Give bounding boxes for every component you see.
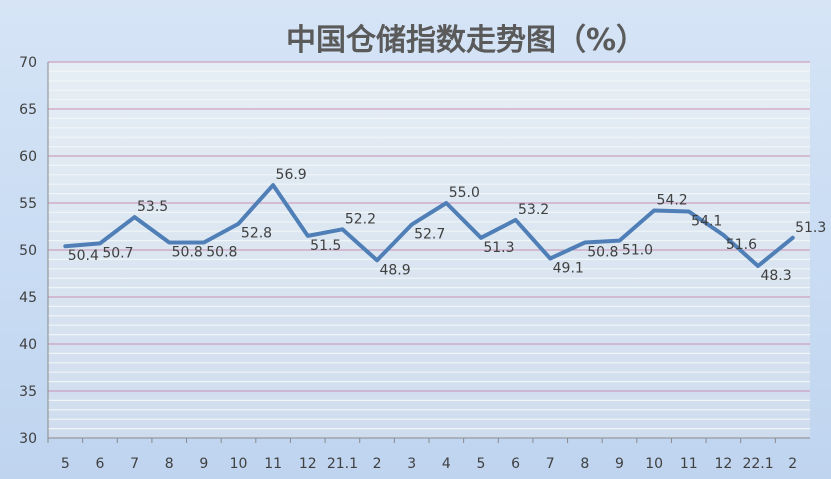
data-label: 51.5 bbox=[310, 238, 341, 254]
x-tick-label: 7 bbox=[130, 456, 139, 472]
x-tick-label: 11 bbox=[680, 456, 698, 472]
data-label: 51.6 bbox=[726, 237, 757, 253]
data-labels: 50.4 50.753.550.8 50.852.856.951.552.248.9… bbox=[68, 167, 827, 284]
x-tick-label: 6 bbox=[511, 456, 520, 472]
x-tick-label: 10 bbox=[645, 456, 663, 472]
data-label: 51.3 bbox=[795, 220, 826, 236]
data-label: 49.1 bbox=[553, 260, 584, 276]
x-tick-label: 10 bbox=[230, 456, 248, 472]
y-tick-labels: 30 35 40 45 50 55 60 65 70 bbox=[19, 55, 37, 447]
x-tick-label: 2 bbox=[788, 456, 797, 472]
y-tick-label: 35 bbox=[19, 384, 37, 400]
x-tick-labels: 5 6 7 8 9 10 11 12 21.1 2 3 4 5 6 7 8 9 10 11 12 22.1 2 bbox=[47, 438, 797, 472]
major-grid bbox=[48, 61, 810, 392]
data-label: 54.1 bbox=[691, 213, 722, 229]
x-tick-label: 12 bbox=[299, 456, 317, 472]
x-tick-label: 7 bbox=[546, 456, 555, 472]
data-label: 51.0 bbox=[622, 243, 653, 259]
x-tick-label: 5 bbox=[476, 456, 485, 472]
series-line bbox=[63, 183, 795, 268]
data-label: 51.3 bbox=[483, 240, 514, 256]
x-tick-label: 2 bbox=[373, 456, 382, 472]
x-tick-label: 8 bbox=[165, 456, 174, 472]
x-tick-label: 9 bbox=[615, 456, 624, 472]
x-tick-label: 9 bbox=[199, 456, 208, 472]
data-label: 52.7 bbox=[414, 227, 445, 243]
data-label: 50.8 bbox=[587, 244, 618, 260]
x-tick-label: 3 bbox=[407, 456, 416, 472]
data-label: 48.3 bbox=[760, 268, 791, 284]
x-tick-label: 12 bbox=[714, 456, 732, 472]
y-tick-label: 55 bbox=[19, 196, 37, 212]
x-tick-label: 6 bbox=[95, 456, 104, 472]
data-label: 55.0 bbox=[449, 185, 480, 201]
data-label: 50.8 bbox=[172, 244, 203, 260]
data-label: 50.4 bbox=[68, 248, 99, 264]
data-label: 50.8 bbox=[206, 244, 237, 260]
data-label: 52.8 bbox=[241, 226, 272, 242]
y-tick-label: 30 bbox=[19, 431, 37, 447]
y-tick-label: 40 bbox=[19, 337, 37, 353]
y-tick-label: 45 bbox=[19, 290, 37, 306]
x-tick-label: 11 bbox=[264, 456, 282, 472]
x-tick-label: 21.1 bbox=[327, 456, 358, 472]
data-label: 54.2 bbox=[657, 193, 688, 209]
y-tick-label: 70 bbox=[19, 55, 37, 71]
data-label: 53.5 bbox=[137, 199, 168, 215]
x-tick-label: 22.1 bbox=[742, 456, 773, 472]
data-label: 56.9 bbox=[276, 167, 307, 183]
y-tick-label: 60 bbox=[19, 149, 37, 165]
y-tick-label: 65 bbox=[19, 102, 37, 118]
x-tick-label: 8 bbox=[580, 456, 589, 472]
x-tick-label: 5 bbox=[61, 456, 70, 472]
data-label: 53.2 bbox=[518, 202, 549, 218]
y-tick-label: 50 bbox=[19, 243, 37, 259]
data-label: 48.9 bbox=[379, 262, 410, 278]
data-label: 50.7 bbox=[102, 245, 133, 261]
data-label: 52.2 bbox=[345, 211, 376, 227]
chart-title: 中国仓储指数走势图（%） bbox=[286, 23, 646, 58]
x-tick-label: 4 bbox=[442, 456, 451, 472]
